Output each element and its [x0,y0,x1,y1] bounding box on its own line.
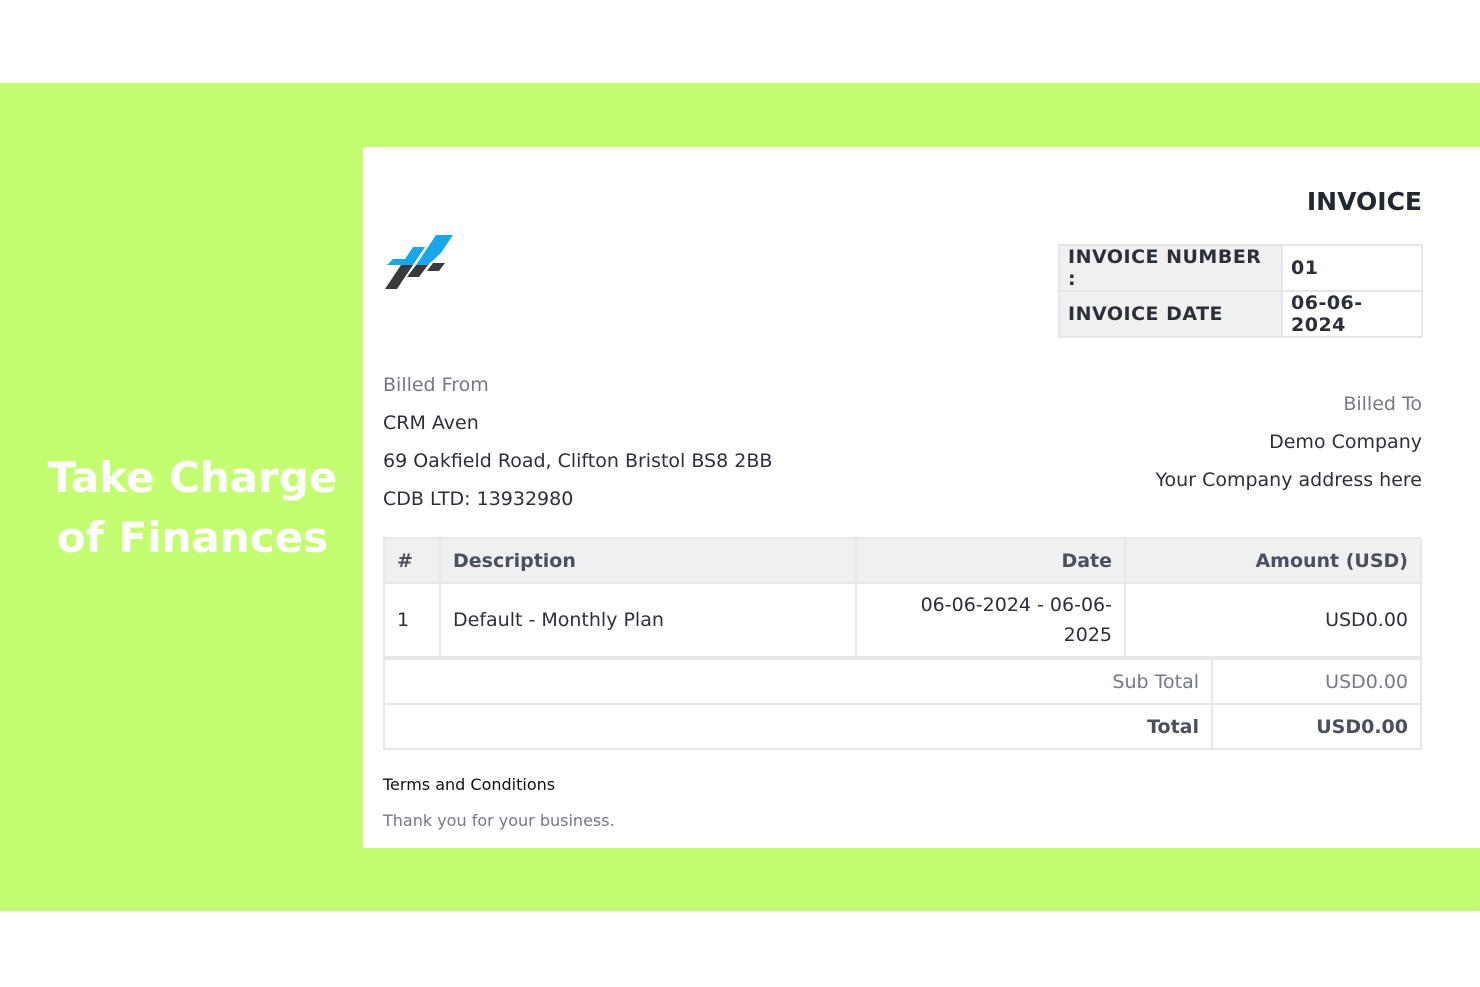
row-num: 1 [383,582,441,658]
line-items-table: # Description Date Amount (USD) 1 Defaul… [383,537,1422,658]
headline-line-2: of Finances [56,513,329,562]
header-amount: Amount (USD) [1124,537,1422,584]
subtotal-value: USD0.00 [1211,658,1422,705]
table-row: 1 Default - Monthly Plan 06-06-2024 - 06… [383,582,1422,658]
billed-to-label: Billed To [1343,393,1422,415]
invoice-meta-table: INVOICE NUMBER :01 INVOICE DATE 06-06-202… [1058,244,1423,338]
billed-from-name: CRM Aven [383,412,479,434]
table-header-row: # Description Date Amount (USD) [383,537,1422,584]
billed-from-company-no: CDB LTD: 13932980 [383,488,574,510]
invoice-number: 01 [1281,244,1423,292]
billed-from-label: Billed From [383,374,489,396]
row-date-line-2: 2025 [1063,624,1112,646]
invoice-date-label: INVOICE DATE [1058,290,1283,338]
header-num: # [383,537,441,584]
invoice-number-label: INVOICE NUMBER : [1058,244,1283,292]
promo-headline: Take Charge of Finances [30,448,355,568]
row-date: 06-06-2024 - 06-06- 2025 [855,582,1126,658]
billed-to-name: Demo Company [1269,431,1422,453]
row-date-line-1: 06-06-2024 - 06-06- [920,594,1112,616]
row-amount: USD0.00 [1124,582,1422,658]
subtotal-row: Sub Total USD0.00 [383,658,1422,705]
subtotal-label: Sub Total [383,658,1213,705]
row-description: Default - Monthly Plan [439,582,857,658]
header-description: Description [439,537,857,584]
headline-line-1: Take Charge [47,453,338,502]
billed-from-address: 69 Oakfield Road, Clifton Bristol BS8 2B… [383,450,773,472]
brand-logo-icon [385,235,453,289]
total-row: Total USD0.00 [383,703,1422,750]
invoice-title: INVOICE [1306,187,1422,216]
invoice-card: INVOICE INVOICE NUMBER :01 INVOICE DATE 0… [363,147,1480,848]
invoice-date: 06-06-2024 [1281,290,1423,338]
terms-text: Thank you for your business. [383,811,615,830]
header-date: Date [855,537,1126,584]
terms-heading: Terms and Conditions [383,775,556,794]
total-label: Total [383,703,1213,750]
total-value: USD0.00 [1211,703,1422,750]
billed-to-address: Your Company address here [1155,469,1422,491]
totals-table: Sub Total USD0.00 Total USD0.00 [383,658,1422,750]
